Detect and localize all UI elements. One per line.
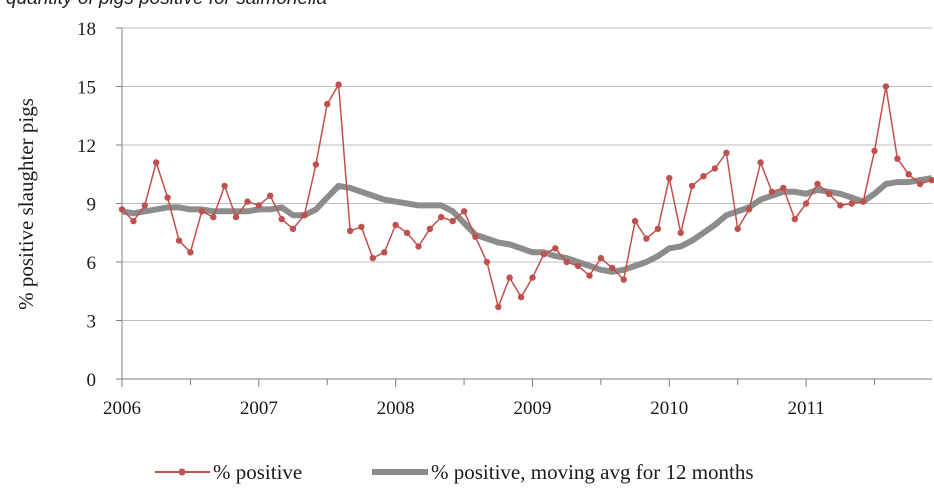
data-point [757, 159, 764, 166]
data-point [335, 81, 342, 88]
data-point [688, 182, 696, 190]
y-tick-label: 15 [77, 78, 96, 99]
data-point [597, 254, 605, 262]
data-point [563, 258, 570, 266]
x-tick-label: 2006 [103, 398, 141, 419]
data-point [369, 254, 376, 262]
x-tick-label: 2007 [240, 398, 278, 419]
data-point [460, 208, 468, 215]
x-tick-labels: 2006 2007 2008 2009 2010 2011 [103, 398, 825, 419]
data-point [620, 276, 627, 283]
data-point [745, 206, 753, 213]
data-point [734, 225, 741, 232]
data-point [666, 174, 673, 182]
data-point [529, 274, 536, 281]
data-point [768, 188, 776, 195]
data-point [540, 251, 547, 258]
data-point [324, 100, 331, 108]
data-point [552, 245, 559, 252]
data-point [677, 229, 684, 236]
x-tick-label: 2008 [377, 398, 415, 419]
y-tick-label: 18 [77, 19, 96, 40]
data-point [426, 225, 434, 232]
y-tick-label: 9 [87, 195, 97, 216]
data-point [164, 194, 171, 201]
x-tick-label: 2011 [787, 398, 824, 419]
figure-caption-fragment: quantity of pigs positive for salmonella [6, 0, 327, 10]
data-point [802, 200, 810, 207]
data-point [438, 213, 445, 221]
x-tick-label: 2009 [513, 398, 551, 419]
data-point [860, 198, 867, 205]
series-line-percent-positive [121, 83, 932, 308]
data-point [871, 147, 878, 155]
data-point [506, 274, 513, 281]
legend-label-series-2: % positive, moving avg for 12 months [431, 460, 754, 484]
data-point [928, 176, 934, 184]
data-point [905, 171, 912, 178]
data-point [825, 190, 833, 197]
data-point [175, 237, 183, 244]
data-point [483, 258, 491, 266]
data-point [848, 200, 855, 207]
data-point [631, 217, 639, 225]
data-point [894, 155, 901, 162]
data-point [574, 262, 582, 270]
data-point [654, 225, 662, 232]
series-area [118, 81, 934, 311]
data-point [358, 223, 365, 231]
data-point [449, 217, 456, 225]
data-point [495, 303, 502, 311]
data-point [130, 217, 137, 225]
data-point [415, 243, 422, 250]
data-point [711, 165, 719, 172]
data-point [267, 192, 274, 199]
data-point [837, 202, 844, 209]
y-tick-labels: 0 3 6 9 12 15 18 [77, 19, 96, 391]
y-tick-label: 6 [87, 253, 97, 274]
data-point [198, 208, 205, 215]
y-tick-label: 0 [87, 370, 97, 391]
data-point [392, 221, 399, 229]
legend-label-series-1: % positive [213, 460, 302, 484]
data-point [210, 213, 217, 221]
data-point [187, 249, 194, 256]
data-point [118, 206, 126, 213]
data-point [609, 264, 616, 272]
data-point [232, 213, 240, 221]
data-point [312, 161, 320, 168]
data-point [301, 212, 308, 219]
x-tick-label: 2010 [650, 398, 688, 419]
data-point [346, 227, 354, 234]
y-tick-label: 3 [87, 312, 97, 333]
data-point [289, 225, 297, 232]
data-point [916, 180, 924, 188]
data-point [472, 233, 479, 240]
y-axis-title: % positive slaughter pigs [14, 98, 38, 310]
data-point [381, 249, 388, 256]
data-point [403, 229, 411, 236]
data-point [153, 159, 160, 166]
axes [116, 27, 932, 387]
legend: % positive % positive, moving avg for 12… [155, 460, 754, 484]
data-point [221, 182, 228, 190]
data-point [244, 198, 251, 205]
data-point [723, 149, 730, 156]
data-point [700, 173, 707, 180]
data-point [643, 235, 650, 242]
y-tick-label: 12 [77, 136, 96, 157]
data-point [141, 202, 148, 209]
data-point [882, 83, 890, 90]
data-point [791, 215, 798, 223]
data-point [278, 215, 285, 223]
legend-marker-series-1 [178, 468, 186, 476]
data-point [517, 293, 525, 301]
data-point [780, 184, 787, 192]
data-point [814, 180, 821, 188]
data-point [255, 202, 262, 209]
series-line-moving-average [121, 175, 933, 275]
grid-lines [122, 27, 932, 321]
data-point [586, 272, 593, 279]
